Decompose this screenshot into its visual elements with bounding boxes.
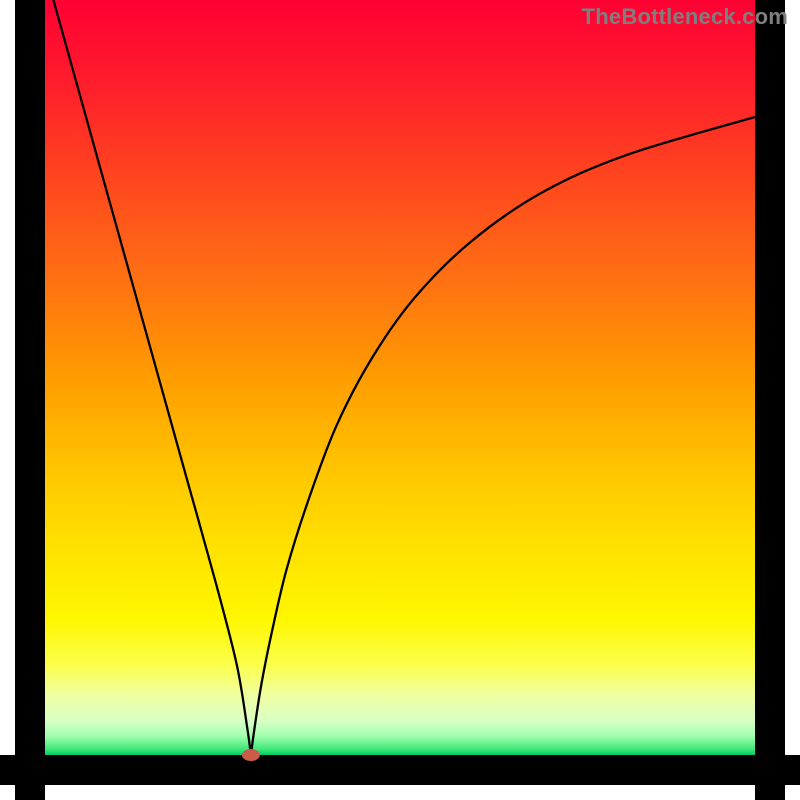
watermark-text: TheBottleneck.com [582, 4, 788, 30]
minimum-marker [242, 749, 260, 761]
gradient-background [45, 0, 755, 755]
border-left [15, 0, 45, 800]
border-bottom [0, 755, 800, 785]
border-right [755, 0, 785, 800]
chart-svg [0, 0, 800, 800]
chart-root: TheBottleneck.com [0, 0, 800, 800]
